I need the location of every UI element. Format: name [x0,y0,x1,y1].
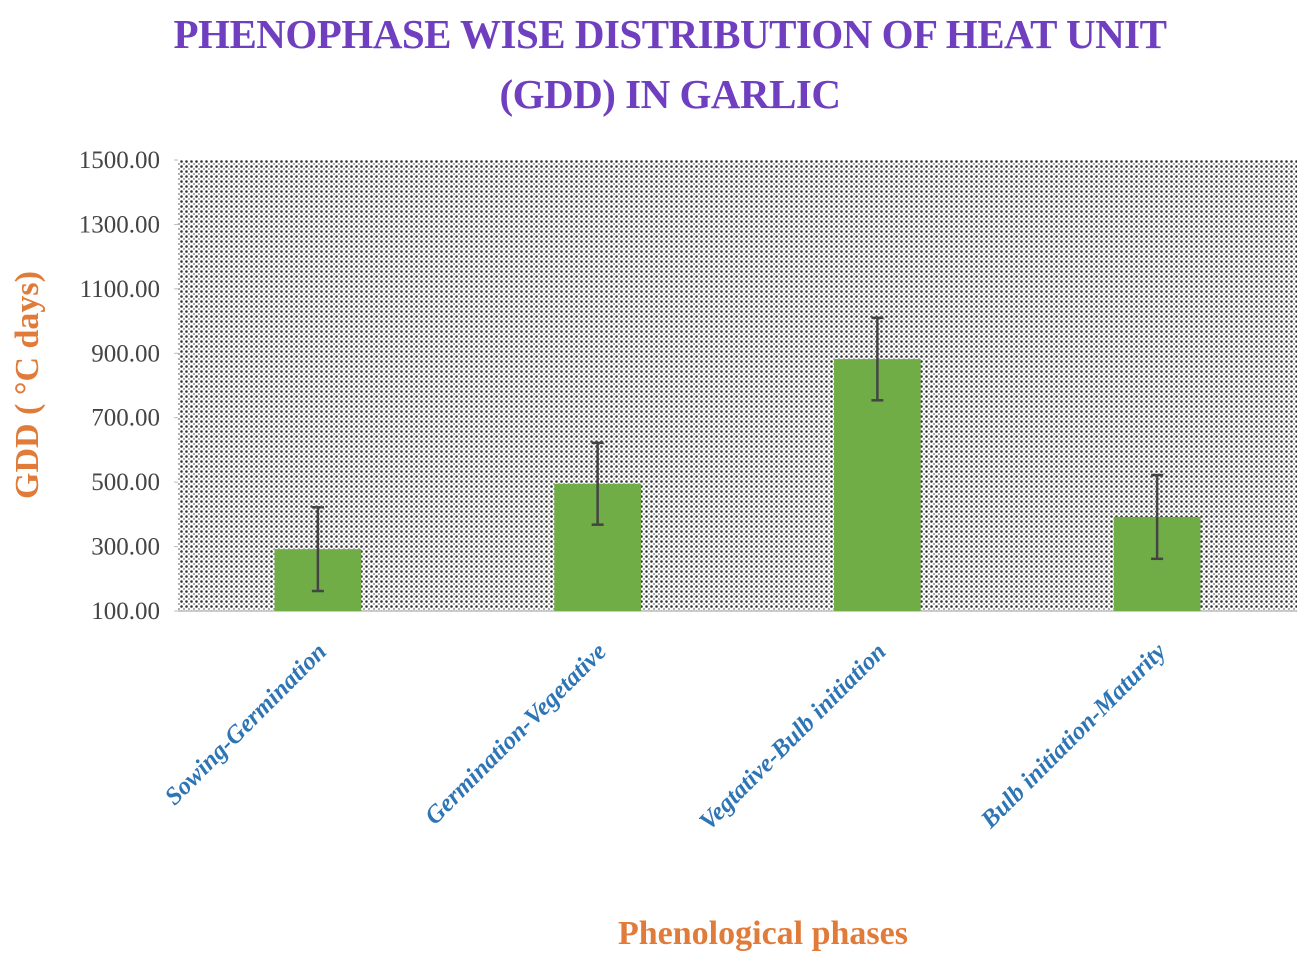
y-axis-label: GDD ( °C days) [9,271,46,499]
plot-area [178,160,1297,611]
error-bar [591,441,604,526]
y-tick-label: 1500.00 [79,147,160,174]
x-tick-label: Sowing-Germination [160,638,332,810]
y-tick-label: 900.00 [91,340,160,367]
x-tick-label: Germination-Vegetative [420,638,612,830]
x-axis-label: Phenological phases [618,915,908,952]
error-bar [871,316,884,402]
y-tick-label: 300.00 [91,534,160,561]
x-tick-label: Vegtative-Bulb initiation [694,638,891,835]
error-bar [1151,473,1164,561]
error-bar [311,506,324,593]
y-tick-label: 700.00 [91,405,160,432]
y-tick-label: 500.00 [91,469,160,496]
y-tick-label: 1100.00 [80,276,160,303]
x-tick-label: Bulb initiation-Maturity [975,638,1172,835]
y-tick-label: 100.00 [91,598,160,625]
chart-title: PHENOPHASE WISE DISTRIBUTION OF HEAT UNI… [173,11,1167,117]
y-tick-label: 1300.00 [79,211,160,238]
